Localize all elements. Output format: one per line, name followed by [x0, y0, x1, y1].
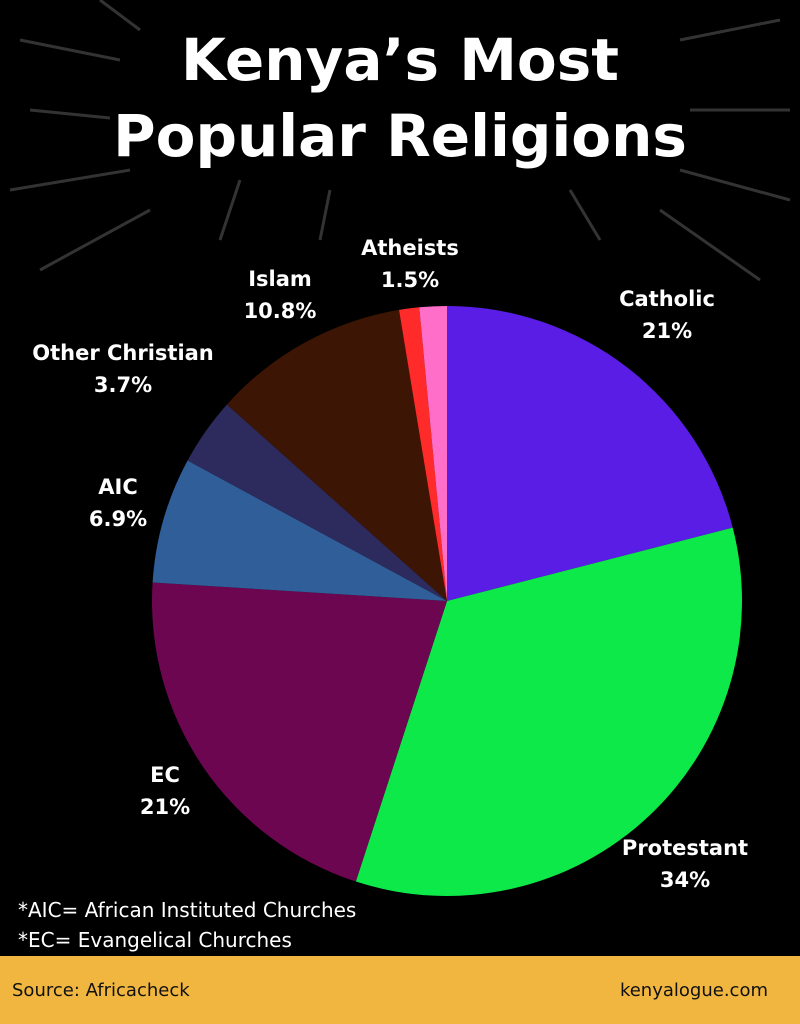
slice-label: Protestant — [622, 836, 748, 860]
slice-label: Other Christian — [32, 341, 214, 365]
value-label: 34% — [660, 868, 710, 892]
source: Source: Africacheck — [12, 980, 190, 1001]
pie-slice — [226, 309, 447, 601]
rays — [9, 0, 791, 282]
pie-slice — [152, 582, 447, 882]
pie-slice — [152, 460, 448, 601]
pie-slice — [187, 404, 447, 601]
value-label: 3.7% — [94, 373, 152, 397]
value-label: 10.8% — [244, 299, 317, 323]
pie-slice — [419, 306, 447, 601]
value-label: 6.9% — [89, 507, 147, 531]
pie-slice — [355, 527, 742, 896]
chart-title: Kenya’s Most Popular Religions — [113, 26, 687, 170]
slice-label: Islam — [248, 267, 312, 291]
slice-label: AIC — [98, 475, 137, 499]
pie-slice — [447, 306, 733, 601]
chart: Catholic 21% Protestant 34% EC 21% AIC 6.9% Othe… — [9, 0, 791, 896]
website: kenyalogue.com — [619, 980, 768, 1001]
footnote: *EC= Evangelical Churches — [18, 928, 292, 952]
pie-slice — [399, 307, 447, 601]
value-label: 21% — [642, 319, 692, 343]
slice-label: EC — [150, 763, 180, 787]
footnote: *AIC= African Instituted Churches — [18, 898, 357, 922]
footer: Source: Africacheck kenyalogue.com — [0, 956, 800, 1024]
slice-label: Catholic — [619, 287, 715, 311]
slice-label: Atheists — [361, 236, 459, 260]
value-label: 1.5% — [381, 268, 439, 292]
value-label: 21% — [140, 795, 190, 819]
